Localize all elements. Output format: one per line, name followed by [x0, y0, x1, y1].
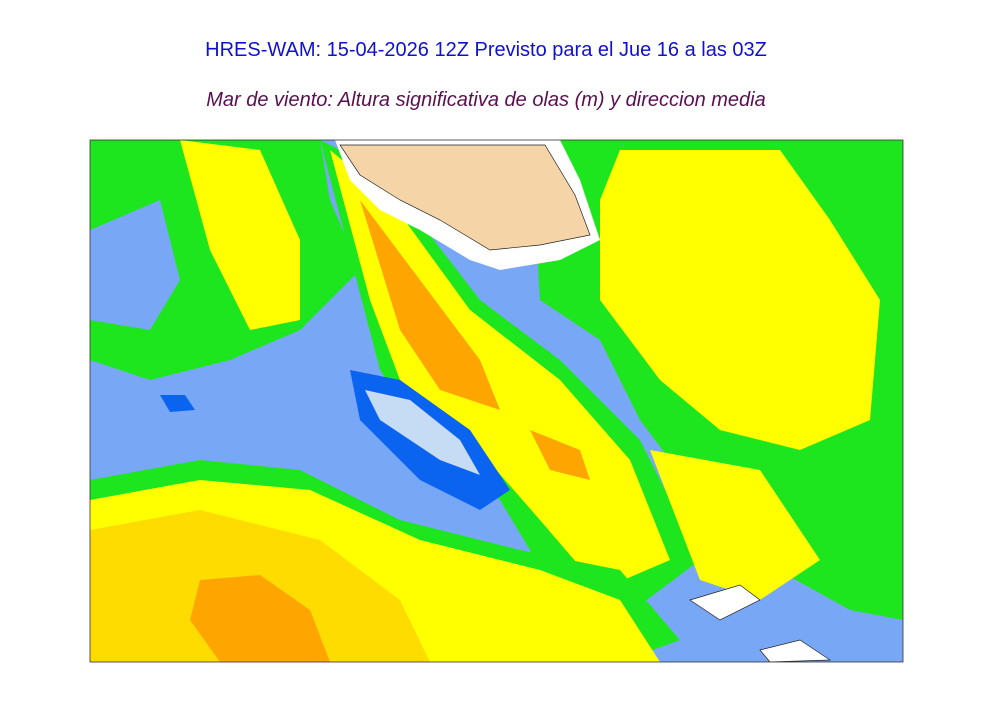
land: [339, 144, 591, 251]
wave-zone: [365, 390, 480, 475]
wave-zone: [360, 200, 500, 410]
map: [90, 140, 903, 662]
title: HRES-WAM: 15-04-2026 12Z Previsto para e…: [205, 39, 767, 61]
island: [759, 639, 832, 662]
map-frame: [89, 139, 904, 663]
wave-zone: [330, 150, 670, 590]
wave-zone: [530, 430, 590, 480]
wave-zone: [180, 140, 300, 330]
wave-zone: [650, 450, 820, 600]
subtitle: Mar de viento: Altura significativa de o…: [206, 89, 766, 111]
wave-zone: [160, 395, 195, 412]
wave-zone: [90, 200, 180, 330]
wave-zone: [190, 575, 330, 662]
island: [689, 584, 761, 621]
wave-zone: [600, 150, 880, 450]
